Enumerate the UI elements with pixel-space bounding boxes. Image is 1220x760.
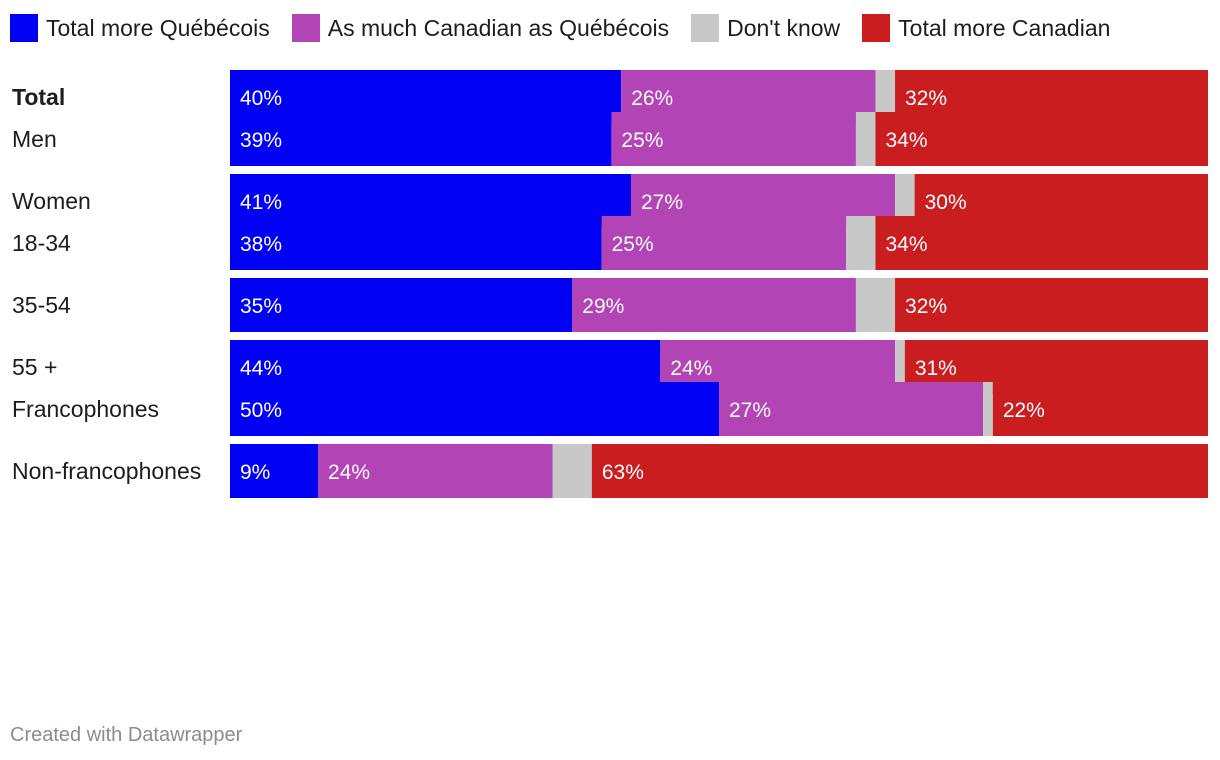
- row-label: Women: [12, 188, 91, 214]
- legend-swatch: [862, 14, 891, 42]
- row-label: 35-54: [12, 292, 71, 318]
- bar-segment-total-more-canadian: [895, 278, 1208, 332]
- value-label: 38%: [240, 233, 282, 256]
- value-label: 27%: [729, 399, 771, 422]
- value-label: 31%: [915, 357, 957, 380]
- value-label: 34%: [885, 233, 927, 256]
- bar-segment-as-much-canadian-as-quebecois: [719, 382, 984, 436]
- bar-segment-total-more-quebecois: [230, 382, 719, 436]
- value-label: 41%: [240, 191, 282, 214]
- bar-segment-don-t-know: [855, 278, 896, 332]
- footer-credit: Created with Datawrapper: [10, 724, 243, 746]
- bar-segment-don-t-know: [855, 112, 876, 166]
- bar-segment-as-much-canadian-as-quebecois: [601, 216, 847, 270]
- value-label: 40%: [240, 87, 282, 110]
- legend-item-total-more-quebecois: Total more Québécois: [10, 14, 270, 42]
- bar-row-men: Men 39% 25% 34%: [12, 112, 1208, 166]
- bar-segment-don-t-know: [846, 216, 876, 270]
- value-label: 27%: [641, 191, 683, 214]
- bar-segment-total-more-quebecois: [230, 112, 612, 166]
- legend-swatch: [10, 14, 38, 42]
- row-label: Men: [12, 126, 57, 152]
- value-label: 24%: [328, 461, 370, 484]
- value-label: 35%: [240, 295, 282, 318]
- value-label: 29%: [582, 295, 624, 318]
- bar-segment-don-t-know: [552, 444, 592, 498]
- bar-segment-total-more-quebecois: [230, 278, 573, 332]
- legend-item-as-much-canadian-as-quebecois: As much Canadian as Québécois: [291, 14, 670, 42]
- row-label: 18-34: [12, 230, 71, 256]
- bar-segment-as-much-canadian-as-quebecois: [572, 278, 856, 332]
- legend-item-total-more-canadian: Total more Canadian: [862, 14, 1110, 42]
- value-label: 25%: [612, 233, 654, 256]
- bar-segment-don-t-know: [983, 382, 993, 436]
- bar-row-francophones: Francophones 50% 27% 22%: [12, 382, 1208, 436]
- value-label: 44%: [240, 357, 282, 380]
- legend-label: As much Canadian as Québécois: [327, 14, 670, 41]
- value-label: 22%: [1003, 399, 1045, 422]
- row-label: Total: [12, 84, 65, 110]
- value-label: 30%: [925, 191, 967, 214]
- bar-segment-total-more-quebecois: [230, 444, 319, 498]
- bar-segment-don-t-know: [875, 70, 896, 124]
- legend-label: Don't know: [727, 14, 841, 41]
- legend-swatch: [691, 14, 720, 42]
- bar-segment-total-more-canadian: [992, 382, 1208, 436]
- bar-segment-don-t-know: [895, 174, 915, 228]
- bar-segment-total-more-canadian: [875, 112, 1208, 166]
- bar-segment-as-much-canadian-as-quebecois: [318, 444, 553, 498]
- bar-row-non-francophones: Non-francophones 9% 24% 63%: [12, 444, 1208, 498]
- row-label: Non-francophones: [12, 458, 201, 484]
- legend-label: Total more Canadian: [898, 14, 1111, 41]
- bar-segment-as-much-canadian-as-quebecois: [611, 112, 856, 166]
- value-label: 26%: [631, 87, 673, 110]
- value-label: 63%: [602, 461, 644, 484]
- bar-row-18-34: 18-34 38% 25% 34%: [12, 216, 1208, 270]
- bar-segment-total-more-quebecois: [230, 216, 602, 270]
- legend-label: Total more Québécois: [46, 14, 270, 41]
- value-label: 25%: [621, 129, 663, 152]
- value-label: 34%: [885, 129, 927, 152]
- value-label: 50%: [240, 399, 282, 422]
- value-label: 39%: [240, 129, 282, 152]
- bar-segment-don-t-know: [895, 340, 905, 394]
- row-label: Francophones: [12, 396, 159, 422]
- value-label: 24%: [670, 357, 712, 380]
- value-label: 32%: [905, 87, 947, 110]
- bar-row-35-54: 35-54 35% 29% 32%: [12, 278, 1208, 332]
- legend-swatch: [291, 14, 320, 42]
- legend: Total more Québécois As much Canadian as …: [10, 12, 1132, 44]
- value-label: 32%: [905, 295, 947, 318]
- bar-segment-total-more-canadian: [591, 444, 1208, 498]
- value-label: 9%: [240, 461, 270, 484]
- bar-segment-total-more-canadian: [875, 216, 1208, 270]
- legend-item-don-t-know: Don't know: [691, 14, 840, 42]
- row-label: 55 +: [12, 354, 57, 380]
